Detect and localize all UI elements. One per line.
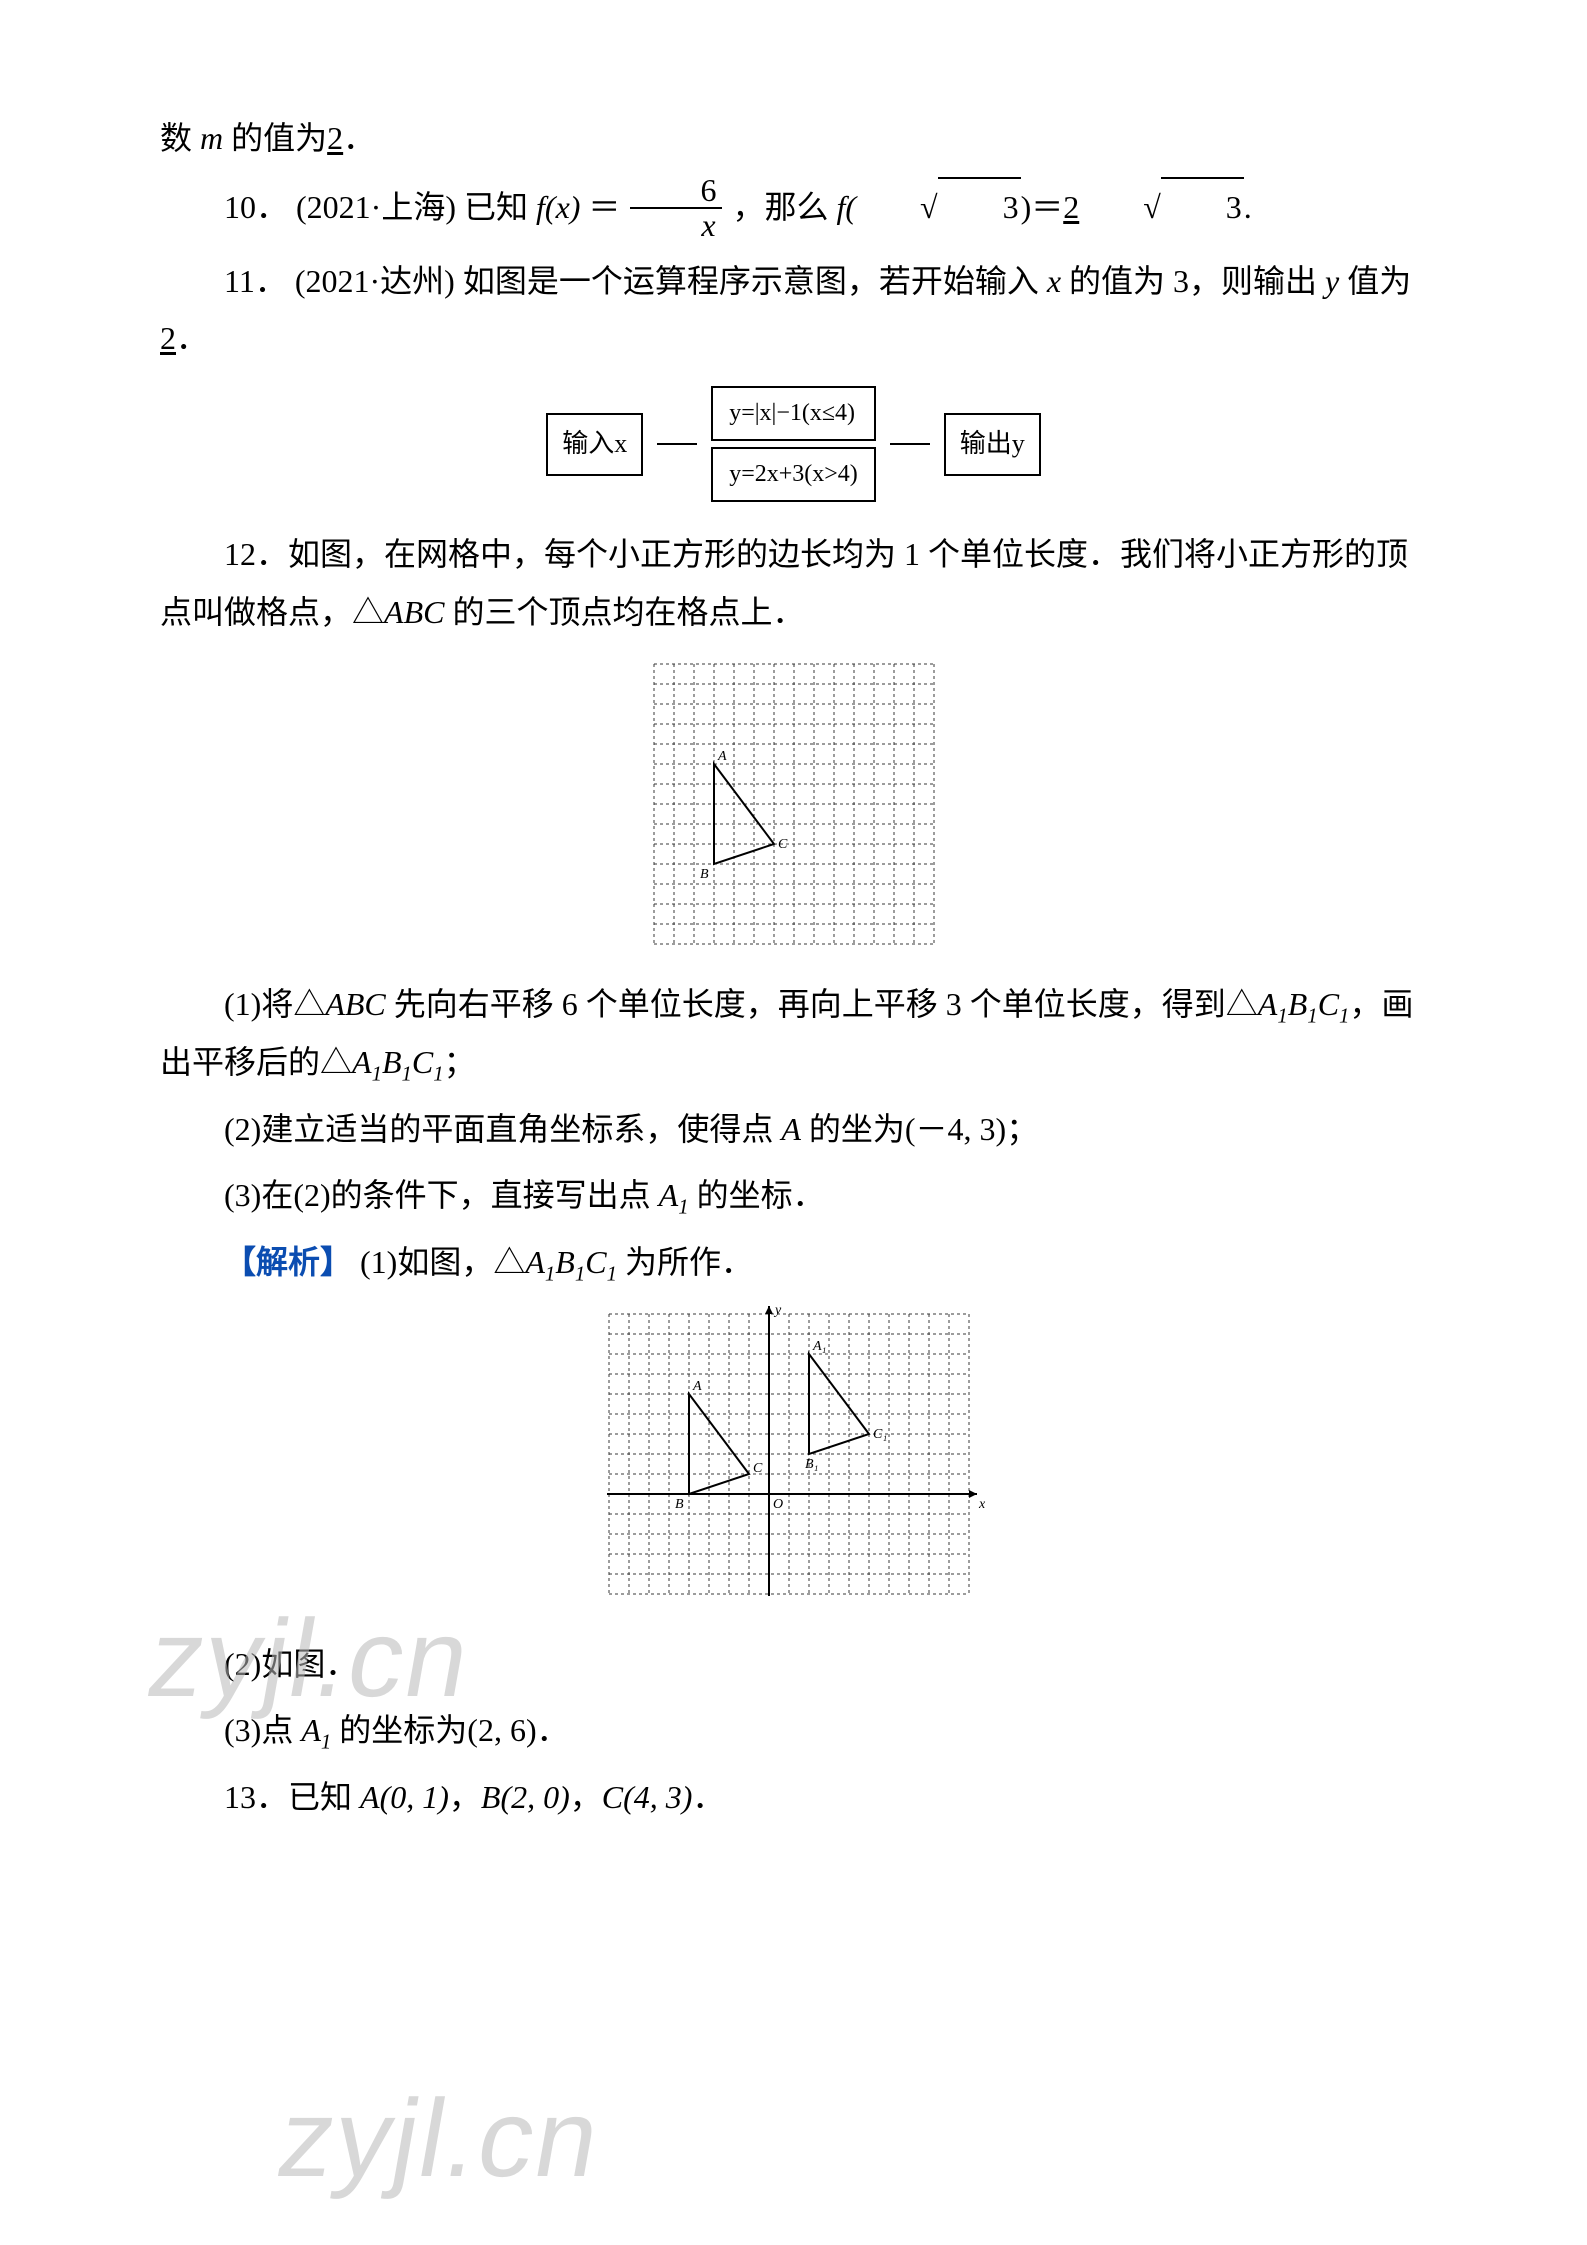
flow-mid-col: y=|x|−1(x≤4) y=2x+3(x>4) xyxy=(711,386,876,502)
q13-A: A(0, 1) xyxy=(360,1779,449,1815)
q13-text: 已知 xyxy=(288,1779,360,1815)
q12-p3-A1: A1 xyxy=(659,1177,689,1213)
watermark-2: zyjl.cn xyxy=(263,2040,618,2238)
sol-s1a: (1)如图，△ xyxy=(360,1244,525,1280)
q12-p2a: (2)建立适当的平面直角坐标系，使得点 xyxy=(224,1111,781,1147)
q12-l1b: 的三个顶点均在格点上． xyxy=(444,594,804,630)
q11-y: y xyxy=(1325,263,1339,299)
q13-B: B(2, 0) xyxy=(481,1779,570,1815)
q12-p2-A: A xyxy=(781,1111,801,1147)
svg-text:O: O xyxy=(773,1497,783,1512)
flowchart: 输入x y=|x|−1(x≤4) y=2x+3(x>4) 输出y xyxy=(160,386,1427,502)
q9-line: 数 m 的值为2． xyxy=(160,110,1427,168)
q11-ans: 2 xyxy=(160,320,176,356)
q13-end: ． xyxy=(692,1779,724,1815)
q12-abc: ABC xyxy=(384,594,444,630)
q11-num: 11． xyxy=(224,263,287,299)
q10-ans-coef: 2 xyxy=(1063,189,1079,225)
q10-t2: ，那么 xyxy=(732,189,836,225)
q11-end: ． xyxy=(176,320,208,356)
svg-text:x: x xyxy=(978,1497,986,1512)
q11-t2: 的值为 3，则输出 xyxy=(1061,263,1325,299)
q10-frac: 6 x xyxy=(630,174,722,243)
q10-t3: )＝ xyxy=(1021,189,1064,225)
sol-s3b: 的坐标为(2, 6)． xyxy=(331,1712,568,1748)
q12-p1a: (1)将△ xyxy=(224,986,325,1022)
svg-text:A: A xyxy=(692,1379,702,1394)
q10-eq: ＝ xyxy=(588,189,620,225)
q12-p1-abc: ABC xyxy=(325,986,385,1022)
q12-p2: (2)建立适当的平面直角坐标系，使得点 A 的坐为(－4, 3)； xyxy=(160,1101,1427,1159)
svg-text:y: y xyxy=(773,1304,782,1318)
q10-sqrt-arg: 3 xyxy=(856,177,1021,237)
q11-x: x xyxy=(1047,263,1061,299)
sol-A1-2: A1 xyxy=(301,1712,331,1748)
svg-text:C₁: C₁ xyxy=(873,1427,887,1442)
q10-num-frac: 6 xyxy=(630,174,722,210)
q12-p1b: 先向右平移 6 个单位长度，再向上平移 3 个单位长度，得到△ xyxy=(386,986,1258,1022)
q12-p2b: 的坐为(－4, 3)； xyxy=(801,1111,1038,1147)
sol-line1: 【解析】 (1)如图，△A1B1C1 为所作． xyxy=(160,1234,1427,1293)
svg-text:B₁: B₁ xyxy=(805,1457,818,1472)
svg-text:C: C xyxy=(778,837,788,852)
sol-line2: (2)如图． xyxy=(160,1636,1427,1694)
q10-ans: 23 xyxy=(1063,189,1244,225)
grid1-svg: A B C xyxy=(644,654,944,954)
q9-m: m xyxy=(200,120,223,156)
q10-den-frac: x xyxy=(630,209,722,243)
q10-ans-sqrt: 3 xyxy=(1079,177,1244,237)
q10-line: 10． (2021·上海) 已知 f(x) ＝ 6 x ，那么 f(3)＝23. xyxy=(160,176,1427,245)
q13-s1: ， xyxy=(449,1779,481,1815)
q13-s2: ， xyxy=(570,1779,602,1815)
flow-in: 输入x xyxy=(546,413,643,476)
q9-answer: 2 xyxy=(327,120,343,156)
q10-fx: f(x) xyxy=(536,189,580,225)
q12-p1d: ； xyxy=(444,1044,476,1080)
sol-a1b1c1: A1B1C1 xyxy=(525,1244,617,1280)
svg-text:A: A xyxy=(717,749,727,764)
q10-fsq-open: f( xyxy=(836,189,856,225)
grid1-wrap: A B C xyxy=(160,654,1427,954)
flow-conn-2 xyxy=(890,443,930,445)
q9-end: ． xyxy=(343,120,375,156)
sol-label: 【解析】 xyxy=(224,1244,352,1280)
sol-line3: (3)点 A1 的坐标为(2, 6)． xyxy=(160,1702,1427,1761)
grid2-wrap: x y O A B C A₁ B₁ C₁ xyxy=(160,1304,1427,1614)
svg-text:B: B xyxy=(675,1497,684,1512)
grid2-svg: x y O A B C A₁ B₁ C₁ xyxy=(599,1304,989,1614)
q11-t1: 如图是一个运算程序示意图，若开始输入 xyxy=(463,263,1047,299)
q12-p1-a1b1c1: A1B1C1 xyxy=(1258,986,1350,1022)
q12-p1-a1b1c1-2: A1B1C1 xyxy=(352,1044,444,1080)
flow-bot: y=2x+3(x>4) xyxy=(711,447,876,502)
q13-line: 13．已知 A(0, 1)，B(2, 0)，C(4, 3)． xyxy=(160,1769,1427,1827)
flow-top: y=|x|−1(x≤4) xyxy=(711,386,876,441)
flow-out: 输出y xyxy=(944,413,1041,476)
q12-p1: (1)将△ABC 先向右平移 6 个单位长度，再向上平移 3 个单位长度，得到△… xyxy=(160,976,1427,1094)
q11-line: 11． (2021·达州) 如图是一个运算程序示意图，若开始输入 x 的值为 3… xyxy=(160,253,1427,368)
q12-p3: (3)在(2)的条件下，直接写出点 A1 的坐标． xyxy=(160,1167,1427,1226)
q9-pre: 数 xyxy=(160,120,200,156)
q12-num: 12． xyxy=(224,536,288,572)
q10-num: 10． xyxy=(224,189,288,225)
q9-mid: 的值为 xyxy=(223,120,327,156)
q13-num: 13． xyxy=(224,1779,288,1815)
q10-t1: 已知 xyxy=(464,189,536,225)
q11-src: (2021·达州) xyxy=(295,263,455,299)
svg-text:B: B xyxy=(700,867,709,882)
q10-src: (2021·上海) xyxy=(296,189,456,225)
flow-conn-1 xyxy=(657,443,697,445)
q13-C: C(4, 3) xyxy=(602,1779,693,1815)
q12-p3b: 的坐标． xyxy=(689,1177,825,1213)
q11-t3: 值为 xyxy=(1339,263,1411,299)
svg-text:C: C xyxy=(753,1461,763,1476)
q10-end: . xyxy=(1244,189,1252,225)
q12-p3a: (3)在(2)的条件下，直接写出点 xyxy=(224,1177,659,1213)
svg-text:A₁: A₁ xyxy=(812,1339,826,1354)
q12-line1: 12．如图，在网格中，每个小正方形的边长均为 1 个单位长度．我们将小正方形的顶… xyxy=(160,526,1427,641)
sol-s3a: (3)点 xyxy=(224,1712,301,1748)
sol-s1b: 为所作． xyxy=(617,1244,753,1280)
